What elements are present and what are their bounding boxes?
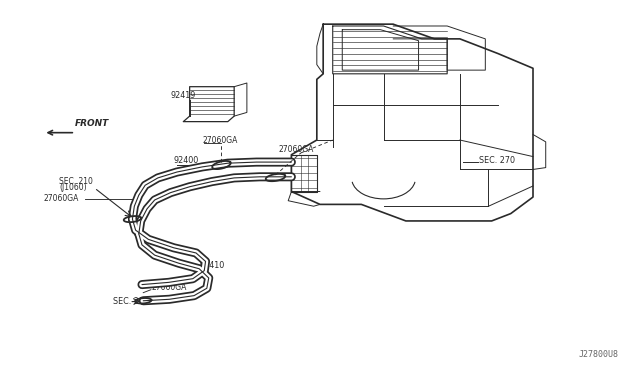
Text: 92400: 92400 — [173, 157, 199, 166]
Text: 27060GA: 27060GA — [278, 145, 314, 154]
Text: 92419: 92419 — [171, 92, 196, 100]
Text: SEC. 210: SEC. 210 — [60, 177, 93, 186]
Text: J27800U8: J27800U8 — [579, 350, 619, 359]
Text: (J1060): (J1060) — [60, 183, 87, 192]
Text: 27060GA: 27060GA — [44, 194, 79, 203]
Text: FRONT: FRONT — [76, 119, 109, 128]
Text: 27060GA: 27060GA — [202, 135, 237, 144]
Text: SEC. 270: SEC. 270 — [479, 156, 515, 165]
Text: SEC. 210: SEC. 210 — [113, 297, 149, 307]
Text: 92410: 92410 — [199, 260, 225, 270]
Text: 27060GA: 27060GA — [152, 283, 187, 292]
